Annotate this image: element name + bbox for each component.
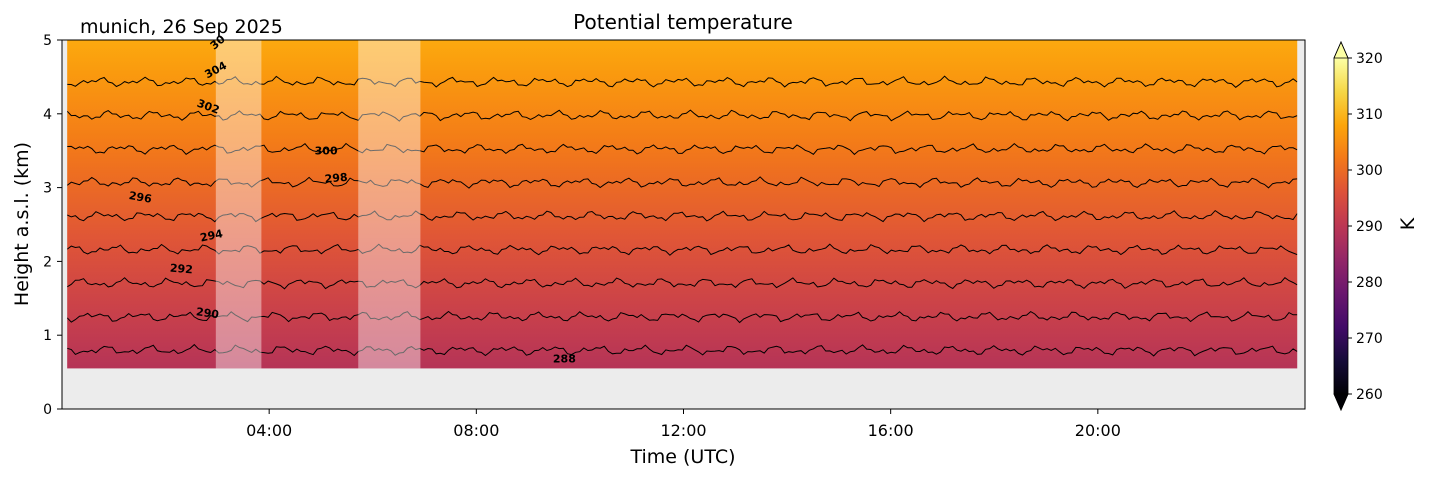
contour-line [67, 109, 1298, 122]
contour-line [67, 310, 1298, 324]
colorbar-tick-label: 290 [1356, 219, 1383, 235]
colorbar-extend-min [1333, 393, 1349, 411]
x-axis-label: Time (UTC) [629, 446, 735, 468]
masked-period [215, 40, 262, 369]
colorbar-tick-label: 310 [1356, 107, 1383, 123]
colorbar-tick-label: 260 [1356, 387, 1383, 403]
colorbar-tick-label: 270 [1356, 331, 1383, 347]
contour-line [67, 343, 1298, 357]
contour-line [67, 277, 1298, 290]
masked-period [358, 40, 421, 369]
colorbar-gradient [1334, 58, 1348, 394]
x-tick-label: 12:00 [660, 421, 706, 440]
colorbar-label: K [1397, 217, 1419, 230]
contour-line [67, 142, 1298, 156]
location-date-label: munich, 26 Sep 2025 [80, 16, 283, 38]
x-tick-label: 20:00 [1075, 421, 1121, 440]
contour-lines [67, 75, 1298, 357]
colorbar-tick-label: 320 [1356, 51, 1383, 67]
x-axis: 04:00 08:00 12:00 16:00 20:00 [246, 409, 1121, 440]
x-tick-label: 08:00 [453, 421, 499, 440]
contour-label: 292 [169, 262, 193, 277]
contour-label: 298 [324, 171, 348, 186]
contour-label: 300 [315, 144, 338, 157]
contour-label: 290 [195, 305, 220, 321]
x-tick-label: 16:00 [868, 421, 914, 440]
colorbar-extend-max [1333, 41, 1349, 59]
contour-label: 294 [199, 227, 225, 245]
y-tick-label: 5 [43, 33, 52, 49]
colorbar-tick-label: 300 [1356, 163, 1383, 179]
colorbar: 260 270 280 290 300 310 320 [1333, 41, 1383, 411]
y-tick-label: 0 [43, 402, 52, 418]
y-axis: 0 1 2 3 4 5 [43, 33, 62, 418]
y-tick-label: 4 [43, 107, 52, 123]
contour-line [67, 176, 1298, 189]
colorbar-tick-label: 280 [1356, 275, 1383, 291]
y-axis-label: Height a.s.l. (km) [11, 142, 33, 306]
chart-title: Potential temperature [573, 10, 793, 34]
y-tick-label: 3 [43, 181, 52, 197]
y-tick-label: 2 [43, 254, 52, 270]
contour-line [67, 209, 1298, 223]
contour-line [67, 75, 1298, 88]
masked-periods [215, 40, 421, 369]
x-tick-label: 04:00 [246, 421, 292, 440]
contour-label: 288 [553, 353, 576, 366]
y-tick-label: 1 [43, 328, 52, 344]
contour-label: 296 [128, 189, 153, 206]
contour-line [67, 243, 1298, 256]
